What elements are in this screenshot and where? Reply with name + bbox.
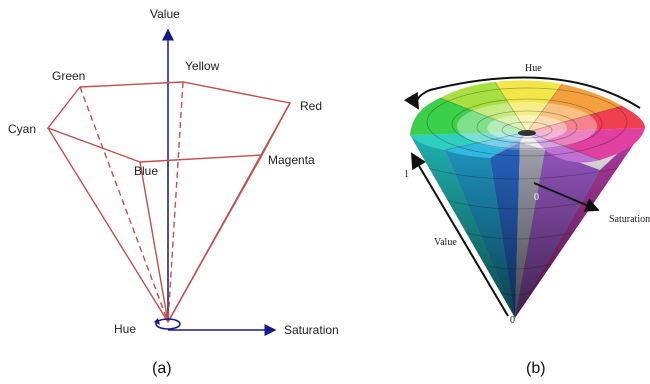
hue-wheel-top <box>410 80 645 163</box>
hue-label-b: Hue <box>525 63 542 74</box>
cyan-label: Cyan <box>8 122 36 136</box>
edge-yellow-hidden <box>167 81 184 323</box>
caption-b: (b) <box>526 360 546 377</box>
blue-label: Blue <box>134 164 158 178</box>
hexagon-top <box>46 81 292 163</box>
tick-one-left: 1 <box>404 169 409 180</box>
edge-blue <box>139 161 169 323</box>
value-arrow <box>410 152 509 317</box>
hue-label: Hue <box>114 322 136 336</box>
caption-a: (a) <box>152 360 172 377</box>
red-label: Red <box>300 99 322 113</box>
edge-green-hidden <box>79 86 169 323</box>
saturation-arrow <box>533 182 600 212</box>
color-cone-image: Hue Value Saturation 1 0 0 1 (b) <box>403 63 650 377</box>
yellow-label: Yellow <box>185 59 220 73</box>
tick-one-right: 1 <box>594 214 599 225</box>
tick-zero-bottom: 0 <box>510 315 515 326</box>
hue-arc-arrow <box>403 76 641 110</box>
hue-rotation-arrow <box>155 318 181 330</box>
saturation-label-b: Saturation <box>609 214 650 225</box>
tick-zero-inner: 0 <box>534 192 539 203</box>
edge-red <box>167 102 291 323</box>
magenta-label: Magenta <box>268 153 315 167</box>
edge-cyan <box>47 127 169 323</box>
value-axis-label: Value <box>150 7 180 21</box>
saturation-axis-label: Saturation <box>284 323 339 337</box>
value-label-b: Value <box>434 237 457 248</box>
green-label: Green <box>52 69 85 83</box>
hexcone-diagram: Value Green Yellow Red Cyan Blue Magenta… <box>8 7 339 377</box>
